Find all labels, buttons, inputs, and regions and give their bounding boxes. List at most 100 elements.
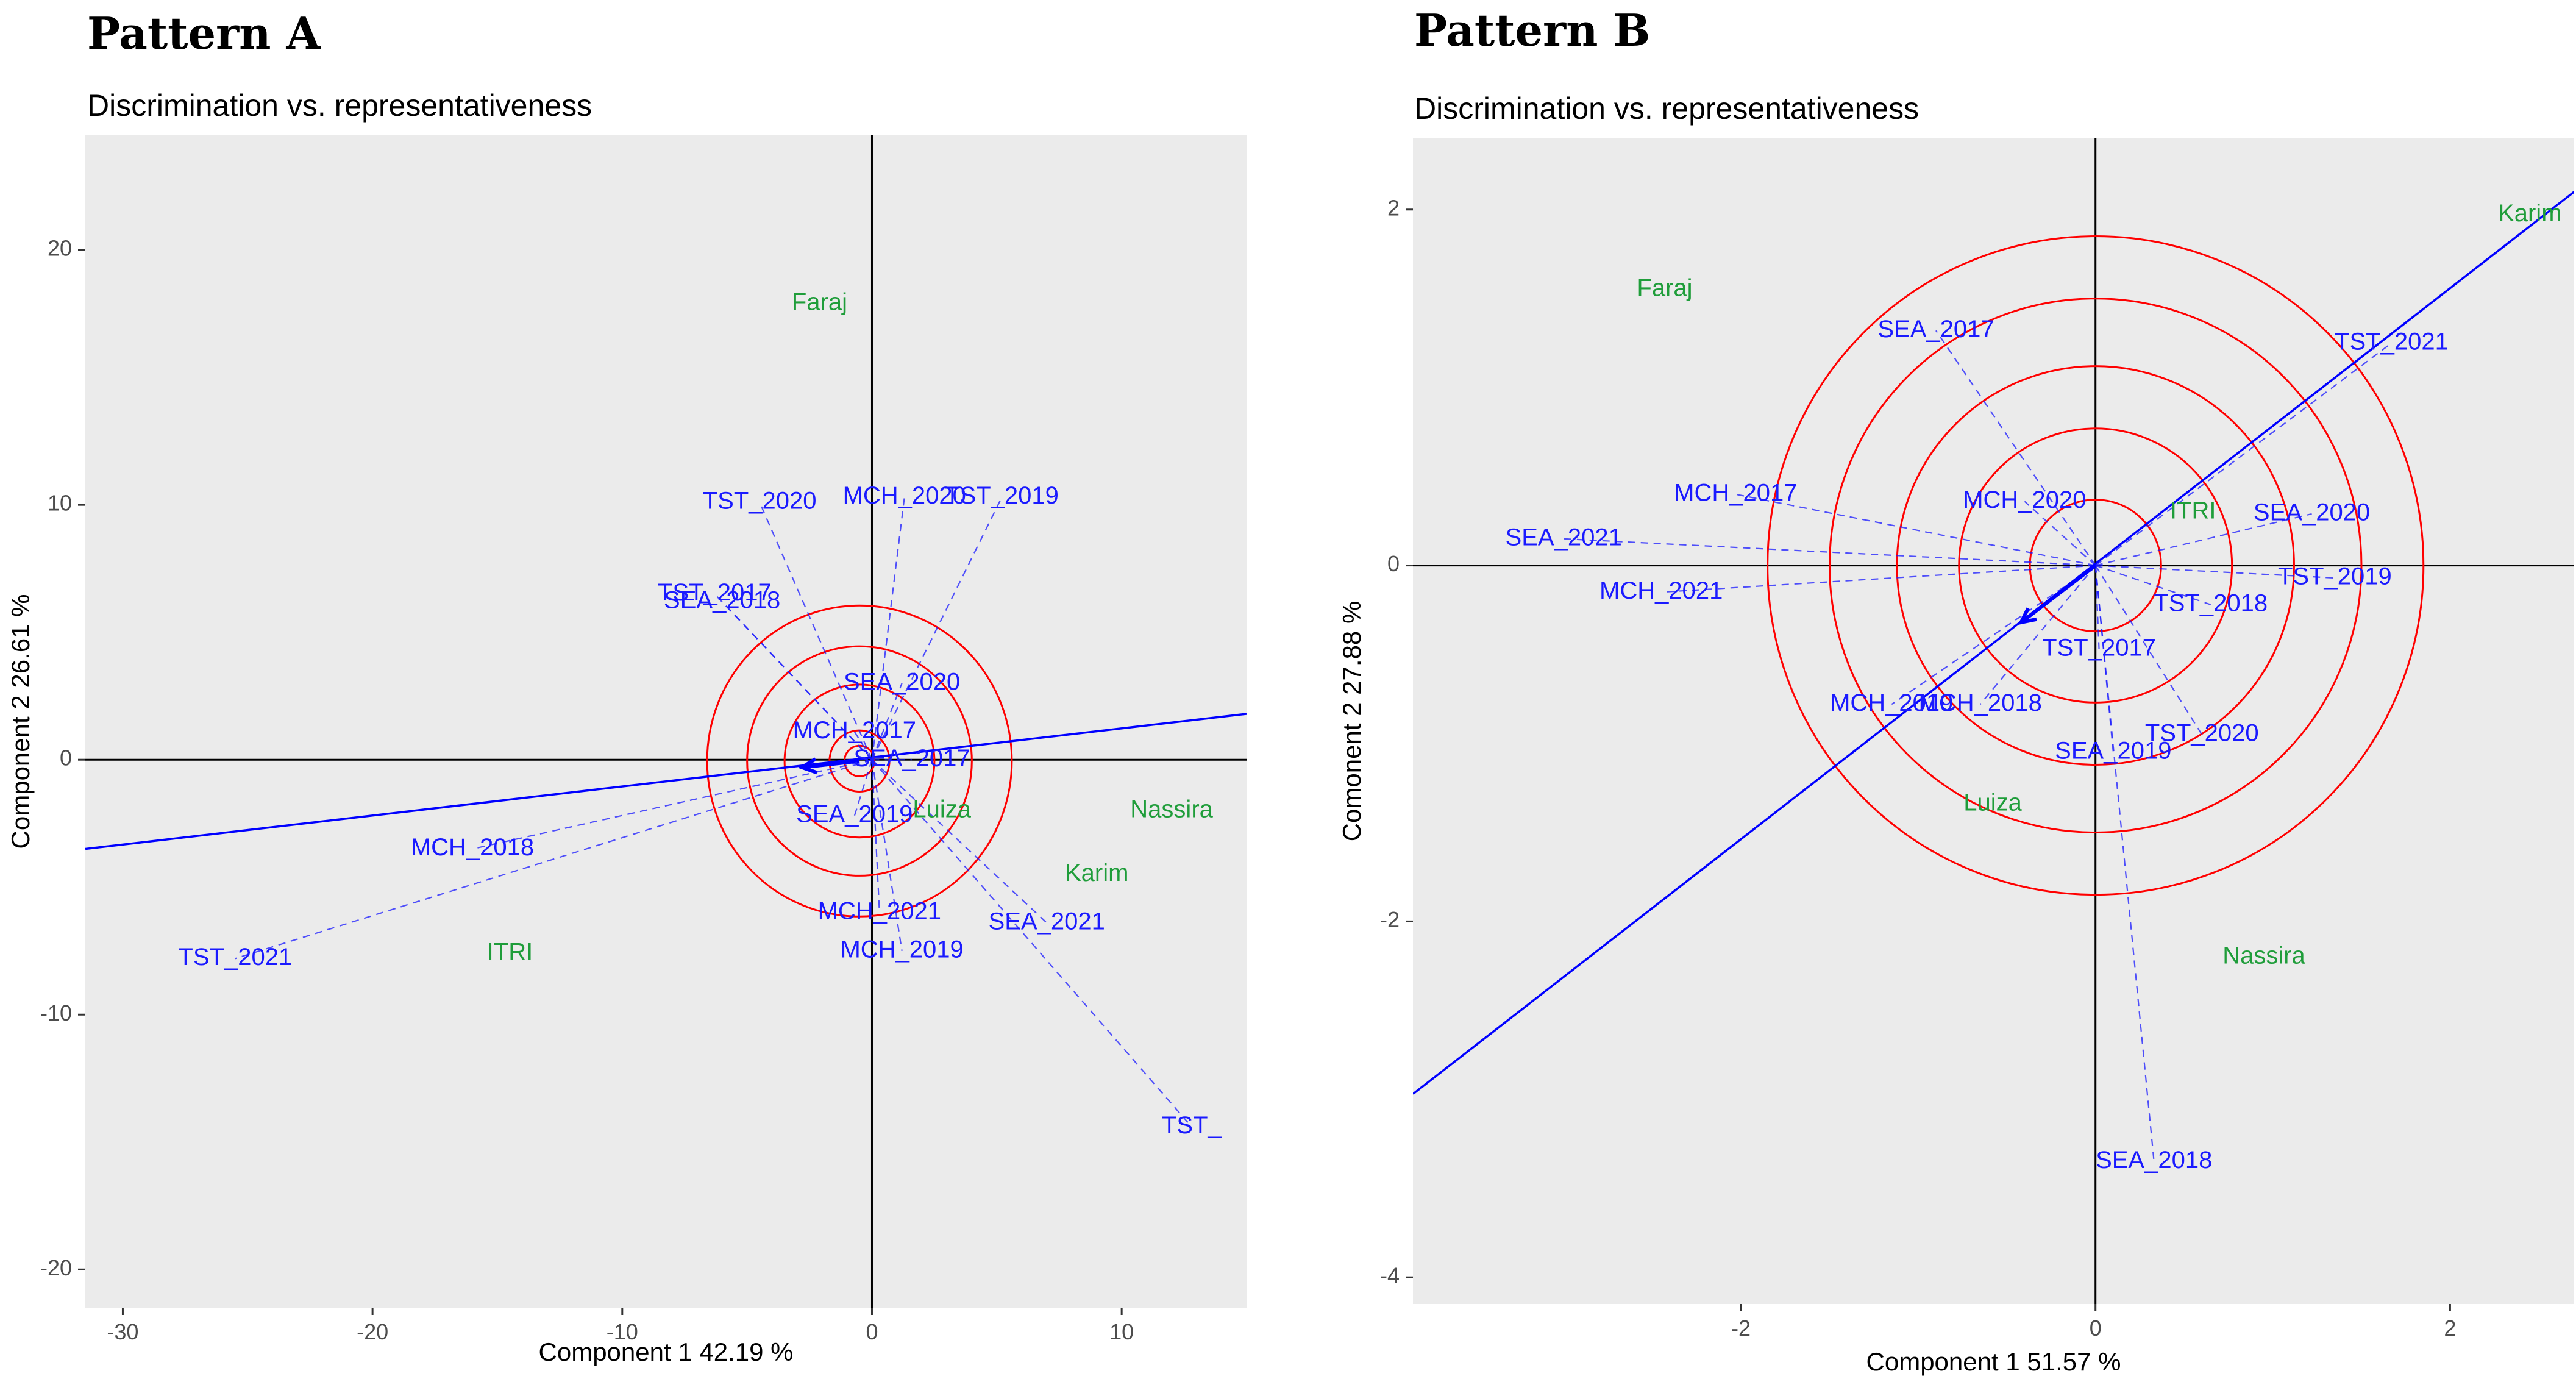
environment-label: SEA_2021 — [1506, 524, 1622, 551]
environment-label: TST_2019 — [2278, 563, 2392, 590]
genotype-label: ITRI — [487, 938, 533, 965]
environment-label: TST_2019 — [945, 482, 1059, 509]
environment-vector — [721, 601, 873, 760]
ata-arrowhead — [797, 757, 818, 775]
environment-label: SEA_2018 — [664, 587, 780, 614]
x-tick-label: -20 — [357, 1319, 388, 1344]
environment-vector — [2024, 501, 2096, 566]
environment-label: MCH_2021 — [818, 898, 941, 925]
x-tick-label: 2 — [2444, 1316, 2456, 1341]
y-tick-label: -20 — [40, 1255, 72, 1280]
environment-vector — [853, 759, 873, 816]
chart-title: Discrimination vs. representativeness — [87, 88, 592, 123]
environment-label: MCH_2018 — [411, 834, 534, 861]
environment-label: MCH_2017 — [1674, 479, 1797, 506]
environment-label: SEA_2019 — [2055, 738, 2171, 764]
concentric-circle — [2029, 499, 2162, 633]
environment-vector — [871, 683, 903, 760]
x-tick-label: 0 — [2090, 1316, 2102, 1341]
genotype-label: Nassira — [2222, 942, 2305, 969]
x-tick-label: 10 — [1109, 1319, 1134, 1344]
x-tick-label: 0 — [866, 1319, 878, 1344]
environment-label: TST_2017 — [2042, 634, 2156, 661]
environment-vector — [2094, 565, 2155, 1162]
chart-panel-b: Pattern B Discrimination vs. representati… — [1337, 4, 2574, 1376]
environment-vector — [235, 759, 872, 960]
y-tick-label: 0 — [1387, 551, 1400, 576]
environment-label: TST_2018 — [2154, 590, 2268, 616]
y-tick-label: -4 — [1380, 1263, 1400, 1288]
environment-vector — [1935, 330, 2096, 566]
environment-label: MCH_2017 — [793, 717, 916, 744]
x-tick-label: -2 — [1731, 1316, 1751, 1341]
x-tick-label: -10 — [607, 1319, 638, 1344]
environment-label: TST_2020 — [703, 488, 817, 515]
environment-label: TST_2021 — [2335, 328, 2449, 355]
environment-vector — [2094, 565, 2203, 735]
x-axis-label: Component 1 51.57 % — [1866, 1347, 2121, 1376]
environment-vector — [871, 497, 1003, 760]
concentric-circle — [1828, 298, 2363, 833]
y-axis-label: Component 2 26.61 % — [6, 594, 35, 849]
environment-label: SEA_2021 — [989, 908, 1105, 935]
environment-label: SEA_2017 — [1877, 316, 1994, 343]
environment-vector — [2095, 565, 2335, 579]
environment-label: MCH_2018 — [1919, 690, 2042, 716]
y-tick-label: 0 — [60, 746, 72, 771]
environment-vector — [2094, 565, 2100, 649]
y-tick-label: 20 — [48, 236, 72, 261]
plot-area: SEA_2017 TST_2021 MCH_2017 MCH_2020 SEA_2020… — [1413, 138, 2574, 1304]
genotype-label: Luiza — [913, 796, 971, 822]
environment-label: SEA_2019 — [796, 801, 913, 828]
environment-label: MCH_2020 — [843, 482, 966, 509]
environment-vector — [853, 731, 873, 760]
environment-vector — [1661, 565, 2096, 593]
environment-vector — [871, 759, 1192, 1127]
environment-label: SEA_2020 — [2254, 499, 2370, 526]
genotype-label: Nassira — [1130, 796, 1213, 822]
environment-label: MCH_2019 — [1830, 690, 1953, 716]
y-tick-label: -10 — [40, 1000, 72, 1025]
pattern-label: Pattern B — [1414, 4, 1650, 56]
ata-line — [1413, 191, 2574, 1095]
plot-panel — [1413, 138, 2574, 1304]
genotype-label: ITRI — [2170, 497, 2216, 524]
environment-vector — [871, 760, 903, 951]
environment-vector — [2095, 342, 2393, 566]
environment-label: TST_2020 — [2145, 719, 2259, 746]
environment-label: SEA_2018 — [2096, 1147, 2212, 1174]
ata-arrowhead — [2018, 607, 2037, 625]
environment-label: SEA_2017 — [853, 745, 970, 772]
y-tick-label: 10 — [48, 491, 72, 516]
environment-vector — [472, 759, 872, 850]
chart-title: Discrimination vs. representativeness — [1414, 91, 1919, 126]
concentric-circle — [746, 645, 973, 877]
concentric-circle — [1767, 235, 2425, 896]
genotype-label: Karim — [2498, 200, 2561, 227]
y-tick-label: -2 — [1380, 907, 1400, 932]
environment-vector — [871, 759, 1048, 924]
ata-arrow — [802, 759, 860, 769]
x-axis-label: Component 1 42.19 % — [539, 1338, 794, 1366]
concentric-circle — [706, 604, 1013, 918]
environment-label: MCH_2019 — [840, 936, 963, 963]
environment-label: TST_2021 — [178, 944, 292, 971]
environment-label: TST_ — [1162, 1112, 1222, 1139]
chart-panel-a: Pattern A Discrimination vs. representati… — [6, 7, 1247, 1366]
pattern-label: Pattern A — [87, 7, 321, 59]
x-tick-label: -30 — [107, 1319, 138, 1344]
plot-panel — [85, 135, 1247, 1308]
genotype-label: Luiza — [1963, 789, 2022, 816]
concentric-circle — [1896, 365, 2295, 766]
genotype-label: Faraj — [792, 288, 847, 315]
concentric-circle — [783, 683, 936, 839]
genotype-label: Karim — [1065, 860, 1128, 886]
environment-label: TST_2017 — [658, 579, 772, 606]
environment-vector — [1979, 565, 2096, 705]
y-axis-label: Comonent 2 27.88 % — [1337, 601, 1366, 842]
environment-label: SEA_2020 — [844, 668, 960, 695]
environment-label: MCH_2020 — [1963, 486, 2086, 513]
ata-line — [85, 713, 1247, 850]
